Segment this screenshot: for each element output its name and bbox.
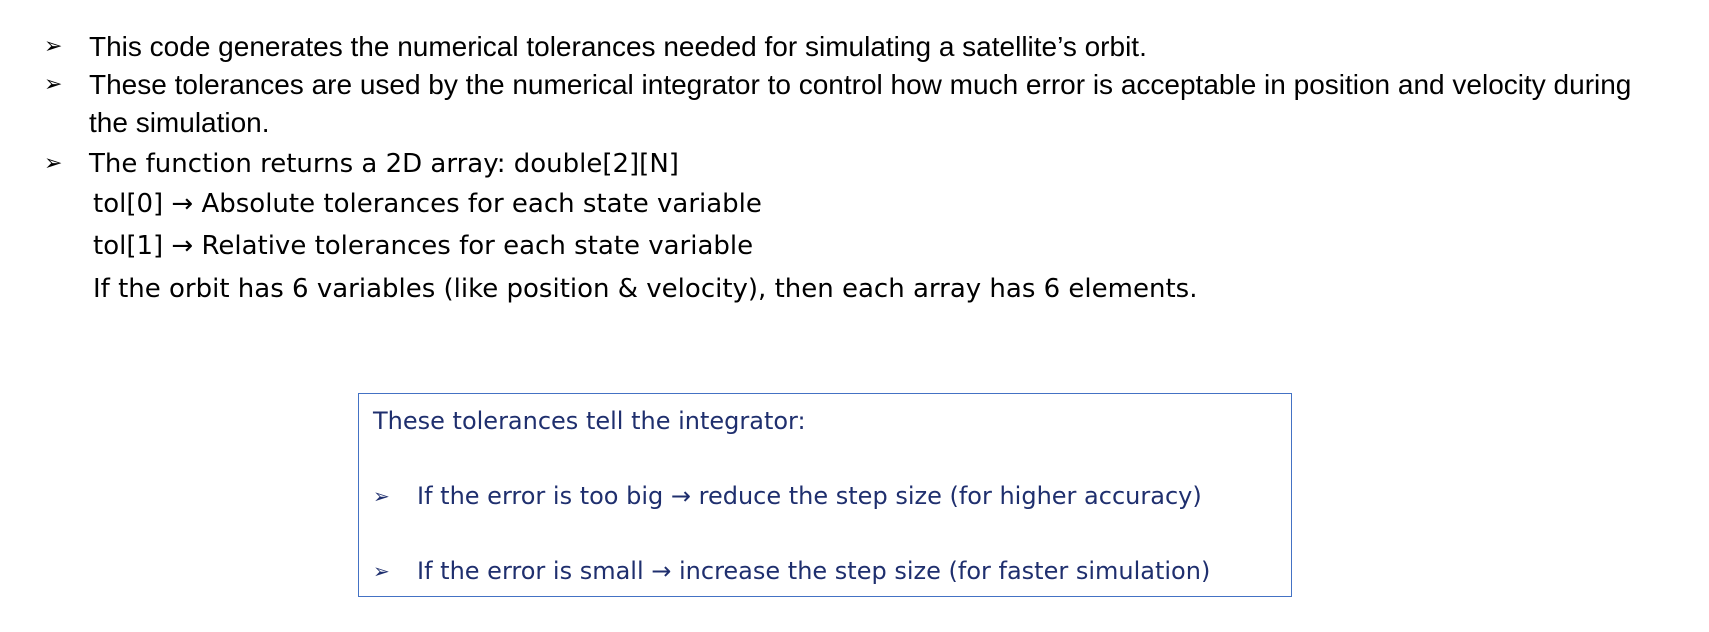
arrowhead-bullet-icon: ➢ (44, 72, 63, 97)
callout-item-too-big: ➢ If the error is too big → reduce the s… (373, 479, 1202, 513)
sub-line-relative-tolerance: tol[1] → Relative tolerances for each st… (93, 231, 754, 261)
bullet-text: This code generates the numerical tolera… (89, 31, 1147, 62)
callout-item-text: If the error is small → increase the ste… (417, 557, 1211, 585)
bullet-text: The function returns a 2D array: double[… (89, 149, 679, 179)
bullet-text: These tolerances are used by the numeric… (89, 69, 1632, 138)
callout-title: These tolerances tell the integrator: (373, 407, 806, 435)
arrowhead-bullet-icon: ➢ (44, 151, 63, 176)
bullet-list: ➢ This code generates the numerical tole… (44, 28, 1644, 184)
bullet-item: ➢ The function returns a 2D array: doubl… (44, 144, 1644, 184)
callout-box: These tolerances tell the integrator: ➢ … (358, 393, 1292, 597)
callout-item-small: ➢ If the error is small → increase the s… (373, 554, 1210, 588)
arrowhead-bullet-icon: ➢ (44, 34, 63, 59)
bullet-item: ➢ This code generates the numerical tole… (44, 28, 1644, 66)
sub-line-absolute-tolerance: tol[0] → Absolute tolerances for each st… (93, 189, 762, 219)
bullet-item: ➢ These tolerances are used by the numer… (44, 66, 1644, 142)
sub-line-six-variables: If the orbit has 6 variables (like posit… (93, 274, 1198, 304)
arrowhead-bullet-icon: ➢ (373, 484, 390, 508)
callout-item-text: If the error is too big → reduce the ste… (417, 482, 1202, 510)
arrowhead-bullet-icon: ➢ (373, 559, 390, 583)
